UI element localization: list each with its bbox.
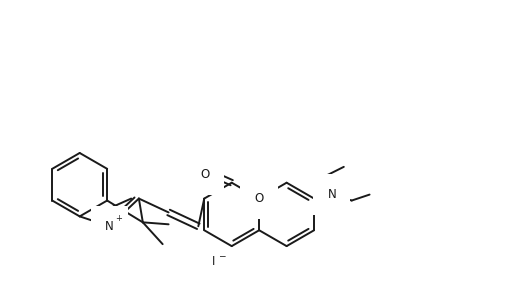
Text: O: O xyxy=(200,168,210,181)
Text: O: O xyxy=(255,192,264,205)
Text: −: − xyxy=(217,252,225,261)
Text: N: N xyxy=(105,220,114,233)
Text: +: + xyxy=(115,214,122,223)
Text: I: I xyxy=(212,256,215,268)
Text: N: N xyxy=(328,188,336,201)
